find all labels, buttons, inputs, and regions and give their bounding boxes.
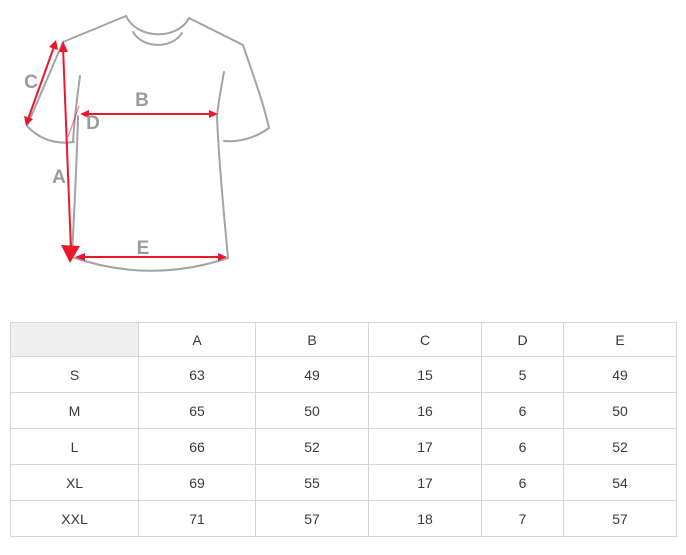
measure-a-arrowhead-bottom — [61, 245, 80, 263]
tshirt-right-armhole-seam — [216, 71, 225, 118]
cell-value: 57 — [563, 500, 677, 537]
header-cell-b: B — [255, 322, 369, 357]
size-label: S — [10, 356, 139, 393]
cell-value: 17 — [368, 428, 482, 465]
size-table: A B C D E S 63 49 15 5 49 M 65 50 16 6 — [10, 322, 677, 537]
cell-value: 66 — [138, 428, 256, 465]
tshirt-left-sleeve — [26, 41, 75, 144]
label-e: E — [137, 238, 150, 259]
size-label: XXL — [10, 500, 139, 537]
measure-b-arrowhead-right — [209, 110, 218, 118]
measure-c-arrowhead-bottom — [24, 116, 33, 126]
cell-value: 52 — [255, 428, 369, 465]
table-row-l: L 66 52 17 6 52 — [10, 428, 677, 465]
header-cell-a: A — [138, 322, 256, 357]
size-label: L — [10, 428, 139, 465]
cell-value: 65 — [138, 392, 256, 429]
measure-a-line — [62, 46, 72, 251]
cell-value: 6 — [481, 428, 564, 465]
measure-a-arrowhead-top — [59, 41, 68, 52]
cell-value: 54 — [563, 464, 677, 501]
header-cell-c: C — [368, 322, 482, 357]
cell-value: 52 — [563, 428, 677, 465]
cell-value: 50 — [563, 392, 677, 429]
label-c: C — [24, 72, 38, 93]
cell-value: 57 — [255, 500, 369, 537]
size-label: XL — [10, 464, 139, 501]
tshirt-collar-inner — [132, 31, 183, 46]
cell-value: 15 — [368, 356, 482, 393]
table-row-m: M 65 50 16 6 50 — [10, 392, 677, 429]
cell-value: 6 — [481, 464, 564, 501]
cell-value: 6 — [481, 392, 564, 429]
measure-e-arrowhead-left — [75, 253, 85, 261]
measure-d-line — [67, 105, 80, 138]
cell-value: 71 — [138, 500, 256, 537]
measure-e-arrowhead-right — [218, 253, 227, 261]
tshirt-measurement-diagram: C A B D E — [24, 15, 270, 272]
cell-value: 7 — [481, 500, 564, 537]
table-row-xxl: XXL 71 57 18 7 57 — [10, 500, 677, 537]
measurement-arrows — [24, 40, 227, 263]
measure-c-arrowhead-top — [49, 40, 58, 50]
measure-c-line — [26, 43, 56, 123]
cell-value: 49 — [255, 356, 369, 393]
cell-value: 5 — [481, 356, 564, 393]
tshirt-outline — [26, 15, 270, 272]
cell-value: 16 — [368, 392, 482, 429]
measure-b-arrowhead-left — [80, 110, 89, 118]
header-cell-d: D — [481, 322, 564, 357]
label-a: A — [52, 167, 66, 188]
cell-value: 50 — [255, 392, 369, 429]
cell-value: 18 — [368, 500, 482, 537]
tshirt-body-right-sleeve — [62, 15, 270, 143]
header-cell-corner — [10, 322, 139, 357]
tshirt-torso-and-hem — [71, 115, 229, 272]
label-d: D — [86, 113, 100, 134]
tshirt-left-armhole-seam — [72, 75, 81, 143]
size-label: M — [10, 392, 139, 429]
header-cell-e: E — [563, 322, 677, 357]
table-row-xl: XL 69 55 17 6 54 — [10, 464, 677, 501]
cell-value: 55 — [255, 464, 369, 501]
cell-value: 49 — [563, 356, 677, 393]
table-header-row: A B C D E — [10, 322, 677, 357]
table-row-s: S 63 49 15 5 49 — [10, 356, 677, 393]
cell-value: 69 — [138, 464, 256, 501]
cell-value: 63 — [138, 356, 256, 393]
label-b: B — [135, 90, 149, 111]
cell-value: 17 — [368, 464, 482, 501]
